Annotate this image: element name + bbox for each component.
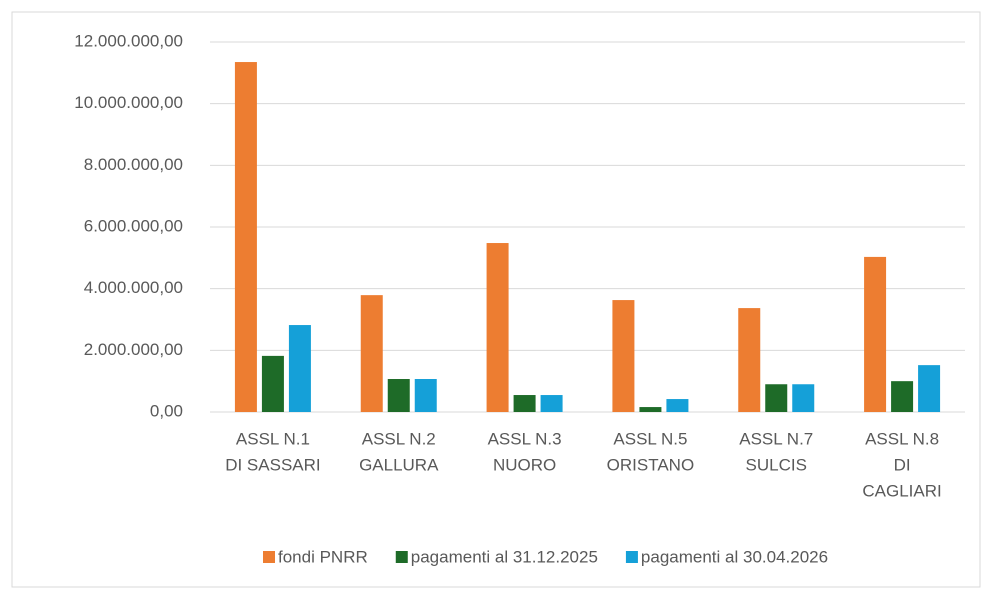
bar xyxy=(486,243,509,412)
x-tick-label: ASSL N.8 xyxy=(865,429,939,448)
y-tick-label: 2.000.000,00 xyxy=(84,340,183,359)
y-tick-label: 6.000.000,00 xyxy=(84,216,183,235)
x-tick-label: ASSL N.7 xyxy=(739,429,813,448)
x-tick-label: DI xyxy=(894,455,911,474)
bar xyxy=(387,379,410,412)
x-tick-label: DI SASSARI xyxy=(225,455,320,474)
legend-swatch xyxy=(395,551,408,563)
bar xyxy=(288,325,311,412)
bar xyxy=(540,395,563,412)
x-tick-label: SULCIS xyxy=(746,455,807,474)
bar xyxy=(612,300,635,412)
y-tick-label: 10.000.000,00 xyxy=(74,93,183,112)
x-tick-label: CAGLIARI xyxy=(862,481,941,500)
x-tick-label: ASSL N.3 xyxy=(488,429,562,448)
bar xyxy=(792,384,815,412)
y-tick-label: 12.000.000,00 xyxy=(74,31,183,50)
legend-label: pagamenti al 30.04.2026 xyxy=(641,547,828,566)
y-tick-label: 0,00 xyxy=(150,401,183,420)
legend-swatch xyxy=(263,551,275,563)
legend-swatch xyxy=(625,551,638,563)
bar xyxy=(891,381,914,412)
bar xyxy=(765,384,788,412)
bar xyxy=(738,308,761,412)
x-tick-label: ASSL N.5 xyxy=(613,429,687,448)
y-tick-label: 4.000.000,00 xyxy=(84,278,183,297)
x-tick-label: ASSL N.2 xyxy=(362,429,436,448)
x-tick-label: ORISTANO xyxy=(607,455,695,474)
x-tick-label: GALLURA xyxy=(359,455,439,474)
x-tick-label: NUORO xyxy=(493,455,556,474)
bar xyxy=(513,395,536,412)
bar xyxy=(414,379,437,412)
bar xyxy=(234,62,257,413)
y-tick-label: 8.000.000,00 xyxy=(84,155,183,174)
bar xyxy=(918,365,941,412)
legend-label: pagamenti al 31.12.2025 xyxy=(411,547,598,566)
bar xyxy=(666,399,689,412)
x-tick-label: ASSL N.1 xyxy=(236,429,310,448)
bar xyxy=(261,355,284,412)
legend-label: fondi PNRR xyxy=(278,547,368,566)
bar xyxy=(360,295,383,412)
bar xyxy=(864,256,887,412)
bar xyxy=(639,407,662,412)
